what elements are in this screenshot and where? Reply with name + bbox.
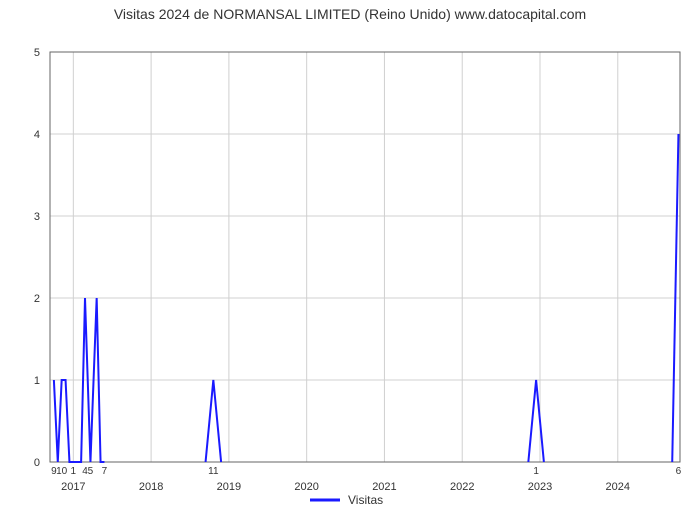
y-tick-label: 3: [34, 211, 40, 223]
x-tick-label: 2018: [139, 481, 163, 493]
x-tick-label: 2022: [450, 481, 474, 493]
legend-label: Visitas: [348, 493, 383, 507]
y-tick-label: 4: [34, 129, 40, 141]
y-tick-label: 2: [34, 293, 40, 305]
data-value-label: 10: [56, 466, 68, 477]
y-tick-label: 0: [34, 457, 40, 469]
x-tick-label: 2023: [528, 481, 552, 493]
chart-title: Visitas 2024 de NORMANSAL LIMITED (Reino…: [0, 0, 700, 22]
data-line: [528, 380, 544, 462]
data-value-label: 6: [676, 466, 682, 477]
data-value-label: 11: [208, 466, 219, 477]
data-value-label: 1: [71, 466, 77, 477]
chart-container: Visitas 2024 de NORMANSAL LIMITED (Reino…: [0, 0, 700, 500]
data-value-label: 7: [102, 466, 108, 477]
x-tick-label: 2017: [61, 481, 85, 493]
x-tick-label: 2019: [217, 481, 241, 493]
line-chart: 0123452017201820192020202120222023202491…: [0, 22, 700, 512]
x-tick-label: 2020: [294, 481, 318, 493]
y-tick-label: 1: [34, 375, 40, 387]
x-tick-label: 2024: [606, 481, 630, 493]
x-tick-label: 2021: [372, 481, 396, 493]
data-line: [206, 380, 222, 462]
plot-border: [50, 52, 680, 462]
y-tick-label: 5: [34, 47, 40, 59]
data-value-label: 1: [533, 466, 539, 477]
data-value-label: 5: [88, 466, 94, 477]
